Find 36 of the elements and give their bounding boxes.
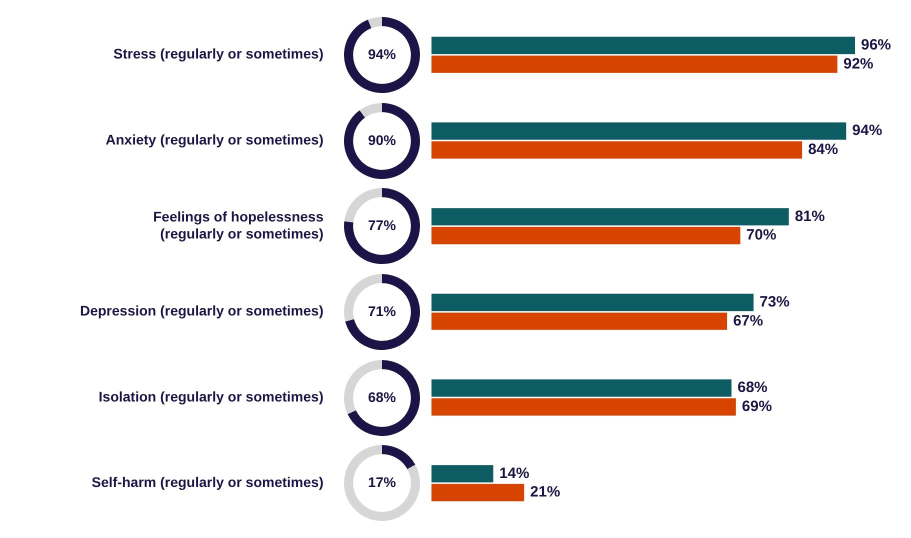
data-label: 70% — [746, 226, 776, 244]
y-tick-label: Feelings of hopelessness (regularly or sometimes) — [153, 208, 324, 242]
y-tick-label: Self-harm (regularly or sometimes) — [92, 474, 324, 490]
data-label: 68% — [367, 388, 396, 404]
bar — [432, 56, 838, 73]
y-tick-label: Stress (regularly or sometimes) — [113, 46, 324, 62]
bar — [432, 379, 732, 397]
data-label: 69% — [742, 398, 772, 416]
bar — [432, 36, 855, 54]
y-tick-label: Depression (regularly or sometimes) — [80, 302, 324, 319]
data-label: 71% — [367, 302, 396, 319]
data-label: 94% — [852, 122, 882, 140]
y-tick-label: Isolation (regularly or sometimes) — [98, 388, 324, 404]
bar — [432, 122, 846, 140]
data-label: 94% — [367, 46, 396, 62]
y-tick-label: Anxiety (regularly or sometimes) — [106, 131, 324, 148]
bar — [432, 141, 802, 159]
data-label: 90% — [367, 131, 396, 148]
bar — [432, 294, 754, 312]
data-label: 77% — [367, 217, 396, 234]
data-label: 96% — [861, 36, 892, 54]
bar — [432, 398, 736, 416]
bar — [432, 465, 494, 482]
bar — [432, 208, 789, 226]
bar — [432, 226, 740, 244]
data-label: 81% — [794, 208, 825, 225]
data-label: 17% — [367, 474, 396, 490]
data-label: 73% — [760, 294, 790, 311]
bar — [432, 484, 524, 502]
data-label: 21% — [530, 484, 560, 501]
data-label: 67% — [733, 312, 764, 330]
data-label: 68% — [737, 379, 768, 396]
data-label: 14% — [499, 464, 530, 482]
data-label: 92% — [843, 55, 874, 72]
bar — [432, 312, 728, 330]
data-label: 84% — [808, 141, 838, 158]
